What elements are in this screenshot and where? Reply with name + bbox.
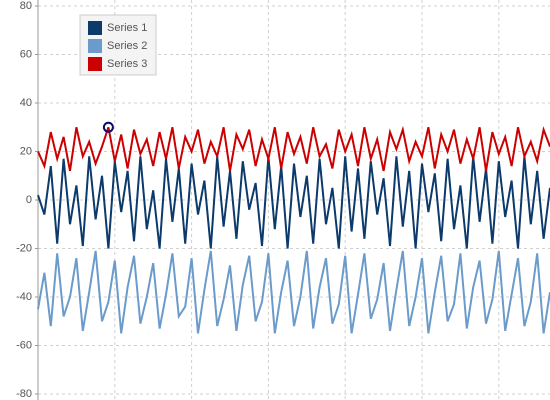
y-tick-label: -60 [16,339,32,351]
y-tick-label: 60 [20,48,32,60]
y-tick-label: -80 [16,388,32,400]
legend-swatch [88,39,102,53]
series-line [37,156,550,249]
y-tick-label: 20 [20,145,32,157]
series-line [37,125,550,172]
y-tick-label: -40 [16,291,32,303]
legend-label: Series 3 [107,58,147,70]
legend-label: Series 1 [107,22,147,34]
series-line [37,250,550,334]
y-tick-label: 80 [20,0,32,12]
legend: Series 1 Series 2 Series 3 [79,14,157,76]
y-tick-label: -20 [16,242,32,254]
legend-swatch [88,21,102,35]
y-tick-label: 40 [20,97,32,109]
legend-swatch [88,57,102,71]
legend-label: Series 2 [107,40,147,52]
y-tick-label: 0 [26,194,32,206]
highlight-marker [102,121,114,133]
